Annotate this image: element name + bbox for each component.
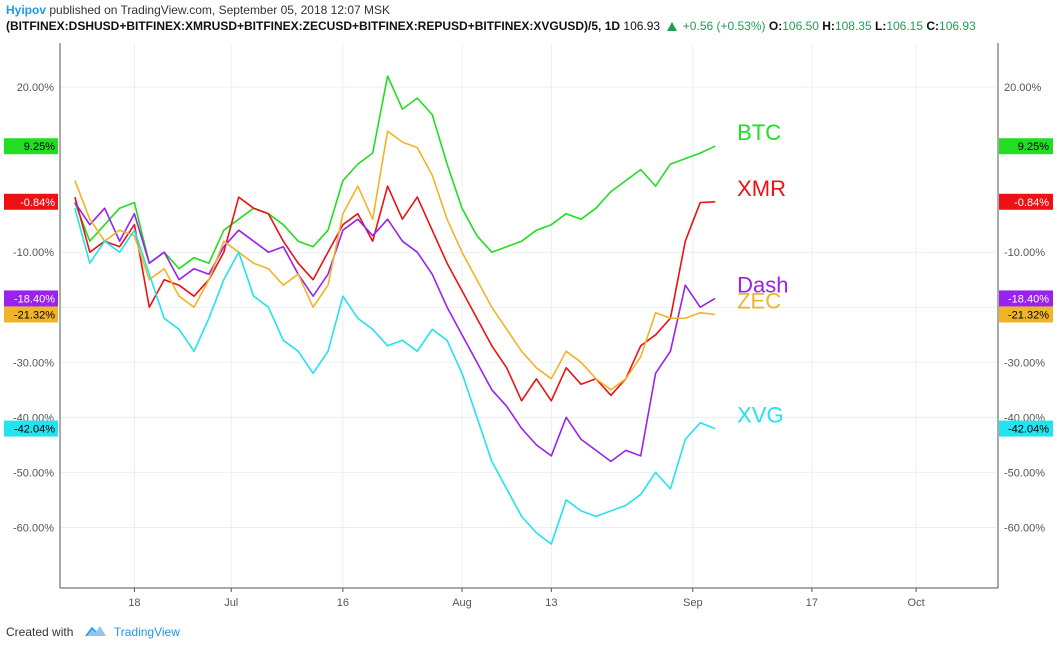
- x-tick-label: Oct: [908, 597, 925, 609]
- tradingview-link[interactable]: TradingView: [113, 625, 180, 639]
- y-tick-label-left: 20.00%: [17, 82, 55, 94]
- price-badge-right-text-btc: 9.25%: [1018, 141, 1049, 153]
- close-value: 106.93: [939, 19, 976, 33]
- open-value: 106.50: [782, 19, 819, 33]
- up-triangle-icon: [667, 22, 678, 31]
- price-badge-left-xvg: [4, 420, 58, 437]
- low-label: L:: [874, 19, 887, 33]
- price-badge-right-text-dash: -18.40%: [1008, 293, 1049, 305]
- price-badge-right-zec: [999, 306, 1053, 323]
- x-tick-label: 18: [128, 597, 140, 609]
- symbol-line: (BITFINEX:DSHUSD+BITFINEX:XMRUSD+BITFINE…: [6, 19, 1051, 37]
- series-line-btc: [74, 75, 716, 270]
- price-badge-left-text-btc: 9.25%: [24, 141, 55, 153]
- series-line-xmr: [74, 185, 716, 402]
- high-value: 108.35: [834, 19, 872, 33]
- price-badge-left-text-xmr: -0.84%: [20, 197, 55, 209]
- created-with-text: Created with: [6, 625, 74, 639]
- tradingview-logo-icon: [85, 626, 106, 637]
- series-label-btc: BTC: [737, 120, 781, 145]
- series-label-xvg: XVG: [737, 403, 783, 428]
- series-line-zec: [74, 130, 716, 391]
- price-badge-right-dash: [999, 290, 1053, 307]
- last-price: 106.93: [623, 19, 661, 33]
- price-change: +0.56 (+0.53%): [682, 19, 766, 33]
- price-badge-left-text-dash: -18.40%: [14, 293, 55, 305]
- y-tick-label-left: -30.00%: [13, 357, 54, 369]
- symbol-name: (BITFINEX:DSHUSD+BITFINEX:XMRUSD+BITFINE…: [6, 19, 621, 33]
- x-tick-label: Jul: [224, 597, 238, 609]
- price-badge-left-dash: [4, 290, 58, 307]
- x-tick-label: 13: [545, 597, 557, 609]
- y-tick-label-left: -10.00%: [13, 247, 54, 259]
- price-badge-right-xmr: [999, 193, 1053, 210]
- price-badge-right-text-zec: -21.32%: [1008, 310, 1049, 322]
- y-tick-label-left: -60.00%: [13, 522, 54, 534]
- series-label-xmr: XMR: [737, 176, 786, 201]
- close-label: C:: [926, 19, 940, 33]
- x-tick-label: Aug: [452, 597, 472, 609]
- publish-line: Hyipov published on TradingView.com, Sep…: [6, 3, 1051, 19]
- y-tick-label-right: -60.00%: [1004, 522, 1045, 534]
- price-badge-left-text-xvg: -42.04%: [14, 424, 55, 436]
- price-badge-left-btc: [4, 138, 58, 155]
- x-tick-label: Sep: [683, 597, 703, 609]
- price-badge-right-text-xvg: -42.04%: [1008, 424, 1049, 436]
- y-tick-label-right: 20.00%: [1004, 82, 1042, 94]
- footer: Created with TradingView: [6, 624, 180, 639]
- y-tick-label-right: -30.00%: [1004, 357, 1045, 369]
- series-line-dash: [74, 202, 716, 463]
- y-tick-label-right: -10.00%: [1004, 247, 1045, 259]
- published-text: published on TradingView.com, September …: [49, 3, 391, 17]
- y-tick-label-left: -50.00%: [13, 467, 54, 479]
- low-value: 106.15: [886, 19, 924, 33]
- price-badge-left-text-zec: -21.32%: [14, 310, 55, 322]
- price-badge-right-text-xmr: -0.84%: [1014, 197, 1049, 209]
- price-badge-right-btc: [999, 138, 1053, 155]
- x-tick-label: 16: [337, 597, 349, 609]
- series-label-zec: ZEC: [737, 289, 781, 314]
- plot-area: [60, 43, 998, 588]
- price-chart[interactable]: 20.00%20.00%-10.00%-10.00%-20.00%-20.00%…: [0, 40, 1057, 618]
- series-line-xvg: [74, 207, 716, 545]
- open-label: O:: [768, 19, 783, 33]
- price-badge-left-xmr: [4, 193, 58, 210]
- x-tick-label: 17: [806, 597, 818, 609]
- chart-header: Hyipov published on TradingView.com, Sep…: [6, 3, 1051, 37]
- series-label-dash: Dash: [737, 272, 788, 297]
- ohlc-values: O:106.50 H:108.35 L:106.15 C:106.93: [769, 19, 976, 33]
- y-tick-label-right: -50.00%: [1004, 467, 1045, 479]
- author-link[interactable]: Hyipov: [6, 3, 47, 17]
- high-label: H:: [822, 19, 835, 33]
- price-badge-right-xvg: [999, 420, 1053, 437]
- price-badge-left-zec: [4, 306, 58, 323]
